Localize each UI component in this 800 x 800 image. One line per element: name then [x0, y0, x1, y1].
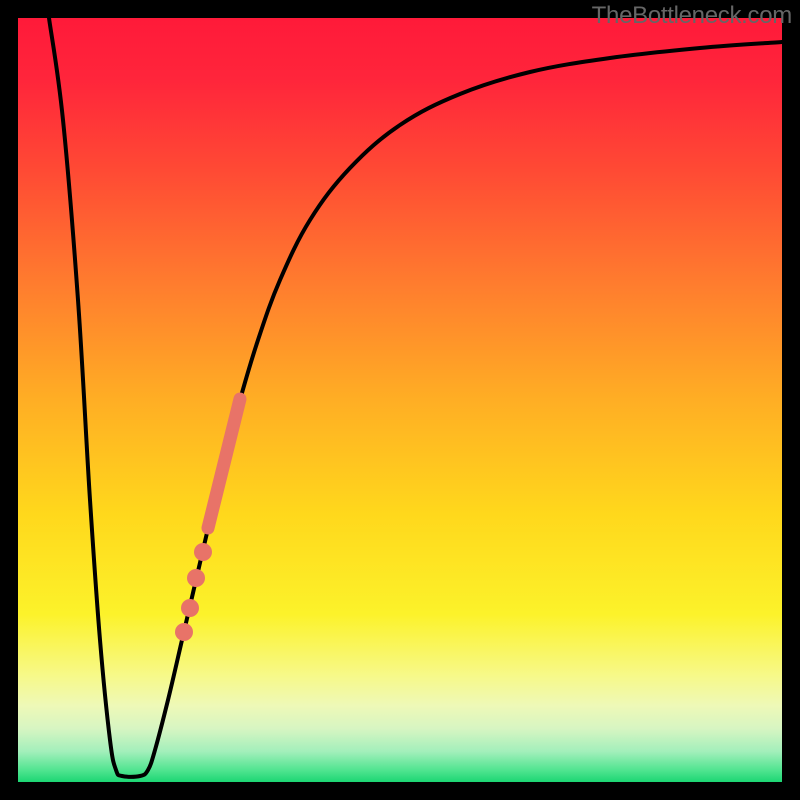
highlight-dot: [187, 569, 205, 587]
bottleneck-chart-svg: [0, 0, 800, 800]
gradient-background: [18, 18, 782, 782]
highlight-dot: [194, 543, 212, 561]
highlight-dot: [175, 623, 193, 641]
chart-root: TheBottleneck.com: [0, 0, 800, 800]
watermark-text: TheBottleneck.com: [592, 2, 792, 30]
highlight-dot: [181, 599, 199, 617]
